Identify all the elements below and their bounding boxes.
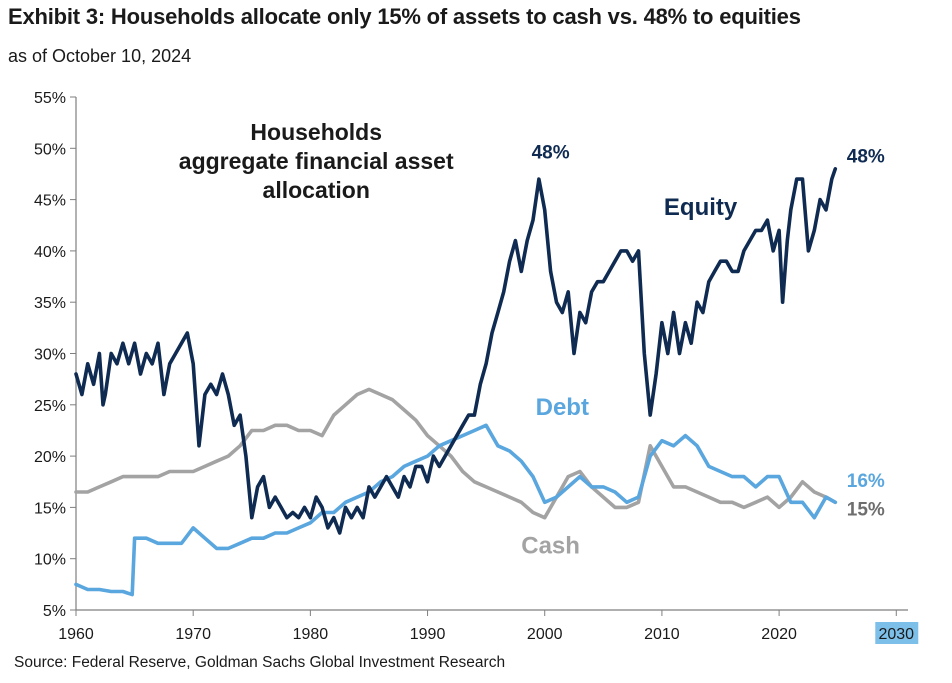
chart-subtitle: as of October 10, 2024: [8, 46, 192, 66]
highlight-tick-box: [875, 622, 919, 644]
x-tick-label: 2030: [878, 626, 914, 643]
y-tick-label: 5%: [43, 603, 66, 620]
equity-series-line: [74, 167, 838, 535]
cash-series-name: Cash: [521, 533, 580, 560]
chart-title: Exhibit 3: Households allocate only 15% …: [8, 4, 801, 29]
equity-end-label: 48%: [847, 147, 885, 168]
cash-end-label: 15%: [847, 500, 885, 521]
chart-annotation-title: aggregate financial asset: [179, 148, 454, 174]
line-chart: 5% 10% 15% 20% 25% 30% 35% 40% 45% 50% 55% 1960 1970…: [34, 90, 919, 644]
x-tick-label: 1960: [58, 626, 94, 643]
chart-annotation-title: allocation: [263, 177, 370, 203]
x-tick-label: 2010: [644, 626, 680, 643]
y-tick-label: 30%: [34, 347, 66, 364]
equity-series-name: Equity: [664, 194, 738, 221]
y-tick-label: 10%: [34, 552, 66, 569]
debt-end-label: 16%: [847, 471, 885, 492]
y-tick-label: 55%: [34, 90, 66, 107]
chart-axes: 5% 10% 15% 20% 25% 30% 35% 40% 45% 50% 55% 1960 1970…: [34, 90, 919, 644]
chart-labels: Households aggregate financial asset alloc…: [179, 119, 885, 560]
y-tick-label: 45%: [34, 193, 66, 210]
y-tick-label: 50%: [34, 141, 66, 158]
debt-series-line: [74, 423, 838, 597]
cash-series-line: [74, 387, 838, 520]
equity-peak-label: 48%: [532, 143, 570, 164]
x-tick-label: 1980: [293, 626, 329, 643]
source-note: Source: Federal Reserve, Goldman Sachs G…: [14, 654, 506, 671]
x-tick-label: 2020: [761, 626, 797, 643]
chart-annotation-title: Households: [250, 119, 382, 145]
y-tick-label: 40%: [34, 244, 66, 261]
x-tick-label: 2000: [527, 626, 563, 643]
x-tick-label: 1990: [410, 626, 446, 643]
y-tick-label: 35%: [34, 295, 66, 312]
y-tick-label: 25%: [34, 398, 66, 415]
x-tick-label: 1970: [175, 626, 211, 643]
chart-series: [74, 167, 838, 597]
y-tick-label: 20%: [34, 449, 66, 466]
debt-series-name: Debt: [536, 394, 589, 421]
y-tick-label: 15%: [34, 500, 66, 517]
